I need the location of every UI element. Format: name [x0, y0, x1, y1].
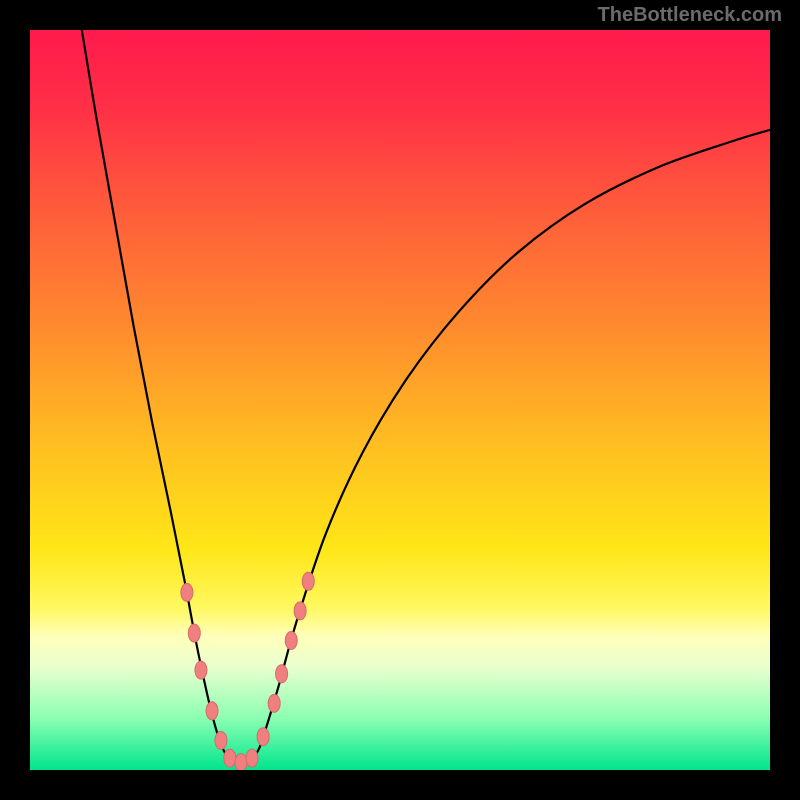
plot-area — [30, 30, 770, 770]
data-marker — [195, 661, 207, 679]
data-marker — [285, 632, 297, 650]
bottleneck-curve — [82, 30, 770, 763]
data-marker — [302, 572, 314, 590]
data-marker — [257, 728, 269, 746]
data-marker — [181, 583, 193, 601]
data-marker — [235, 754, 247, 770]
chart-svg — [30, 30, 770, 770]
data-marker — [188, 624, 200, 642]
watermark-text: TheBottleneck.com — [598, 4, 782, 27]
data-marker — [224, 749, 236, 767]
data-marker — [276, 665, 288, 683]
marker-group — [181, 572, 314, 770]
data-marker — [268, 694, 280, 712]
data-marker — [215, 731, 227, 749]
data-marker — [294, 602, 306, 620]
data-marker — [246, 749, 258, 767]
data-marker — [206, 702, 218, 720]
